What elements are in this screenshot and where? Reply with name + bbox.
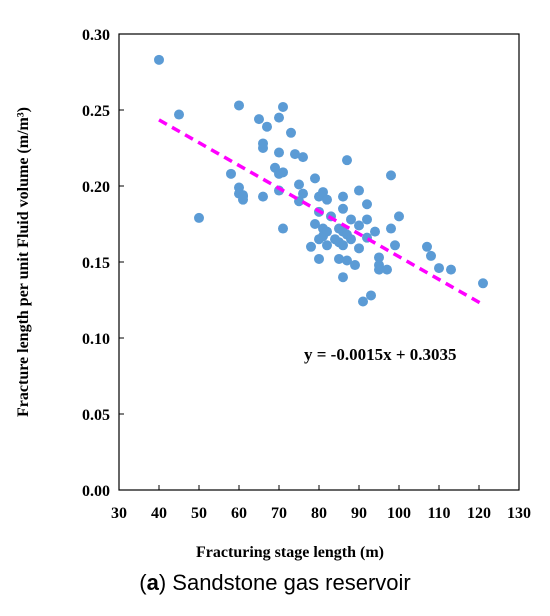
data-point bbox=[342, 155, 352, 166]
data-point bbox=[310, 219, 320, 229]
x-tick-label: 70 bbox=[271, 505, 287, 522]
data-point bbox=[234, 100, 244, 111]
data-point bbox=[286, 127, 296, 138]
data-point bbox=[318, 187, 328, 198]
scatter-chart: 30 40 50 60 70 80 90 100 110 120 130 0.000.050.100… bbox=[15, 27, 531, 561]
data-point bbox=[338, 272, 348, 283]
x-tick-label: 40 bbox=[151, 505, 167, 522]
data-point bbox=[274, 147, 284, 158]
data-point bbox=[354, 220, 364, 231]
data-point bbox=[258, 191, 268, 202]
data-point bbox=[238, 191, 248, 202]
data-point bbox=[446, 264, 456, 275]
x-tick-label: 100 bbox=[387, 505, 411, 522]
x-axis-title: Fracturing stage length (m) bbox=[196, 544, 384, 561]
data-point bbox=[382, 264, 392, 275]
data-point bbox=[362, 214, 372, 225]
y-tick-label: 0.10 bbox=[82, 331, 110, 348]
x-tick-label: 30 bbox=[111, 505, 127, 522]
data-point bbox=[290, 149, 300, 160]
data-point bbox=[478, 278, 488, 289]
data-point bbox=[278, 101, 288, 112]
data-point bbox=[426, 250, 436, 261]
y-tick-label: 0.25 bbox=[82, 103, 110, 120]
data-point bbox=[386, 223, 396, 234]
caption-letter: a bbox=[146, 570, 159, 595]
trendline-equation: y = -0.0015x + 0.3035 bbox=[304, 345, 457, 364]
data-point bbox=[386, 170, 396, 181]
data-point bbox=[354, 185, 364, 196]
data-point bbox=[226, 168, 236, 179]
trendline bbox=[158, 118, 484, 307]
data-point bbox=[278, 167, 288, 178]
data-point bbox=[306, 241, 316, 252]
data-point bbox=[154, 54, 164, 65]
data-point bbox=[278, 223, 288, 234]
data-point bbox=[366, 290, 376, 301]
data-point bbox=[434, 263, 444, 274]
x-tick-label: 80 bbox=[311, 505, 327, 522]
x-tick-label: 90 bbox=[351, 505, 367, 522]
data-point bbox=[370, 226, 380, 237]
data-point bbox=[310, 173, 320, 184]
data-point bbox=[338, 240, 348, 251]
data-point bbox=[338, 203, 348, 214]
data-point bbox=[342, 255, 352, 266]
x-tick-label: 130 bbox=[507, 505, 531, 522]
data-point bbox=[354, 243, 364, 254]
data-point bbox=[254, 114, 264, 125]
y-axis-title: Fracture length per unit Fluid volume (m… bbox=[15, 107, 32, 417]
data-point bbox=[350, 260, 360, 271]
data-points bbox=[154, 54, 488, 307]
data-point bbox=[422, 241, 432, 252]
y-tick-label: 0.20 bbox=[82, 179, 110, 196]
data-point bbox=[294, 179, 304, 190]
data-point bbox=[358, 296, 368, 307]
data-point bbox=[314, 253, 324, 264]
data-point bbox=[298, 152, 308, 163]
data-point bbox=[174, 109, 184, 120]
data-point bbox=[346, 234, 356, 245]
y-axis-ticks: 0.00 0.05 0.10 0.15 0.20 0.25 0.30 bbox=[82, 27, 124, 500]
y-tick-label: 0.05 bbox=[82, 407, 110, 424]
data-point bbox=[322, 226, 332, 237]
data-point bbox=[258, 138, 268, 149]
data-point bbox=[362, 199, 372, 210]
data-point bbox=[322, 194, 332, 205]
x-tick-label: 110 bbox=[427, 505, 450, 522]
data-point bbox=[322, 240, 332, 251]
y-tick-label: 0.00 bbox=[82, 483, 110, 500]
data-point bbox=[374, 264, 384, 275]
data-point bbox=[374, 252, 384, 263]
caption-text: Sandstone gas reservoir bbox=[172, 570, 411, 595]
data-point bbox=[334, 253, 344, 264]
x-axis-ticks: 30 40 50 60 70 80 90 100 110 120 130 bbox=[111, 485, 531, 522]
data-point bbox=[346, 214, 356, 225]
data-point bbox=[274, 112, 284, 123]
data-point bbox=[390, 240, 400, 251]
data-point bbox=[394, 211, 404, 222]
data-point bbox=[194, 212, 204, 223]
data-point bbox=[298, 188, 308, 199]
x-tick-label: 50 bbox=[191, 505, 207, 522]
y-tick-label: 0.15 bbox=[82, 255, 110, 272]
x-tick-label: 120 bbox=[467, 505, 491, 522]
x-tick-label: 60 bbox=[231, 505, 247, 522]
y-tick-label: 0.30 bbox=[82, 27, 110, 44]
data-point bbox=[262, 121, 272, 132]
figure-caption: (a) Sandstone gas reservoir bbox=[139, 570, 411, 595]
data-point bbox=[338, 191, 348, 202]
